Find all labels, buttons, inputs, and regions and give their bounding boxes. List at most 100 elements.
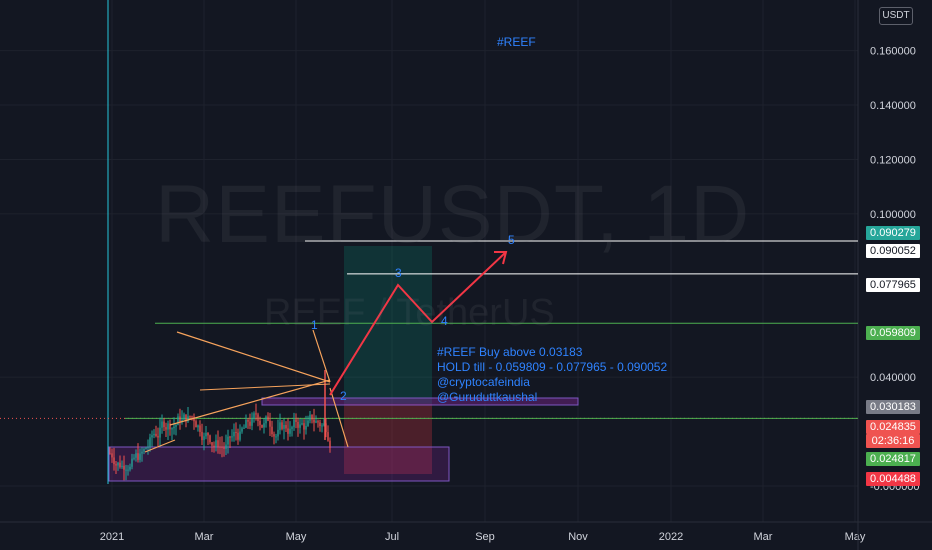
x-tick-label: Jul [385, 531, 399, 543]
target-zone [344, 246, 432, 404]
wave-label-1: 1 [311, 318, 318, 332]
y-tick-label: 0.140000 [870, 100, 916, 112]
candle-body [147, 446, 149, 448]
price-tag: 0.024835 [866, 420, 920, 434]
currency-button[interactable]: USDT [879, 7, 913, 25]
candle-body [243, 427, 245, 429]
candle-body [181, 419, 183, 423]
candle-body [317, 421, 319, 423]
candle-body [253, 413, 255, 419]
candle-body [149, 437, 151, 447]
candle-body [301, 423, 303, 425]
candle-body [183, 414, 185, 420]
candle-body [137, 453, 139, 460]
candle-body [305, 425, 307, 430]
candle-body [153, 433, 155, 436]
candle-body [165, 427, 167, 430]
projection-arrow [494, 251, 508, 265]
candle-body [173, 426, 175, 429]
candle-body [187, 416, 189, 422]
candle-body [281, 422, 283, 429]
x-tick-label: 2022 [659, 531, 683, 543]
x-tick-label: May [845, 531, 866, 543]
subtitle-watermark: REEF / TetherUS [264, 292, 555, 334]
candle-body [307, 420, 309, 426]
candle-body [133, 457, 135, 459]
candle-body [273, 434, 275, 437]
candle-body [263, 423, 265, 428]
y-tick-label: 0.180000 [870, 0, 916, 3]
x-tick-label: May [286, 531, 307, 543]
wedge-lower [169, 379, 331, 426]
candle-body [109, 453, 111, 455]
candle-body [217, 440, 219, 447]
candle-body [255, 413, 257, 415]
candle-body [207, 432, 209, 436]
price-tag: 0.030183 [866, 400, 920, 414]
candle-body [261, 424, 263, 428]
wave-label-4: 4 [441, 314, 448, 328]
candle-body [179, 416, 181, 423]
wave-label-5: 5 [508, 233, 515, 247]
wave-label-2: 2 [340, 389, 347, 403]
symbol-watermark: REEFUSDT, 1D [155, 169, 751, 260]
candle-body [141, 451, 143, 454]
candle-body [315, 421, 317, 423]
candle-body [299, 424, 301, 428]
x-tick-label: 2021 [100, 531, 124, 543]
candle-body [117, 462, 119, 466]
candle-body [233, 431, 235, 437]
candle-body [303, 423, 305, 430]
candle-body [245, 420, 247, 428]
candle-body [227, 436, 229, 445]
candle-body [231, 436, 233, 438]
candle-body [121, 465, 123, 467]
candle-body [293, 419, 295, 428]
candle-body [167, 423, 169, 430]
price-tag: 0.090052 [866, 244, 920, 258]
candle-body [135, 453, 137, 458]
x-tick-label: Nov [568, 531, 588, 543]
candle-body [191, 416, 193, 418]
candle-body [169, 423, 171, 430]
candle-body [221, 446, 223, 448]
candle-body [297, 421, 299, 428]
accumulation-box [108, 446, 450, 482]
candle-body [321, 425, 323, 427]
candle-body [309, 414, 311, 421]
candle-body [185, 414, 187, 422]
candle-body [241, 428, 243, 432]
projection-down [329, 387, 349, 448]
candle-body [157, 435, 159, 438]
note-line: @Guruduttkaushal [437, 390, 538, 404]
wave-1-line [312, 329, 331, 383]
candle-body [139, 453, 141, 460]
candle-body [249, 421, 251, 426]
wedge-base [144, 439, 176, 453]
candle-body [213, 445, 215, 447]
candle-body [219, 446, 221, 448]
price-tag: 0.004488 [866, 472, 920, 486]
price-tag: 0.059809 [866, 326, 920, 340]
candle-body [235, 431, 237, 433]
price-tag: 0.024817 [866, 452, 920, 466]
candle-body [129, 466, 131, 470]
candle-body [283, 425, 285, 429]
wedge-mid [199, 383, 331, 391]
candle-body [175, 425, 177, 427]
candle-body [145, 447, 147, 450]
candle-body [279, 422, 281, 430]
candle-body [313, 419, 315, 423]
candle-body [271, 426, 273, 435]
candle-body [215, 440, 217, 447]
x-tick-label: Mar [754, 531, 773, 543]
stop-zone [344, 403, 432, 474]
candle-body [327, 432, 329, 441]
candle-body [115, 464, 117, 466]
candle-body [143, 449, 145, 452]
candle-body [159, 427, 161, 438]
candle-body [113, 457, 115, 465]
candle-body [209, 435, 211, 443]
candle-body [229, 436, 231, 438]
